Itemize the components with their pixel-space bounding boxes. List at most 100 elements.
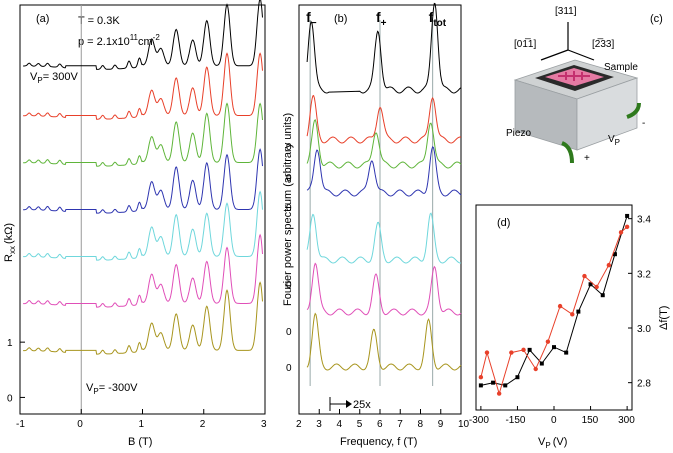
panel-d-point	[496, 391, 502, 396]
panel-d-point	[625, 213, 630, 218]
plus-label: +	[584, 153, 590, 164]
panel-b-xlabel: Frequency, f (T)	[340, 436, 417, 448]
panel-d-point	[564, 350, 569, 355]
panel-b-label: (b)	[334, 13, 347, 25]
panel-b-peak-labels: f− f+ ftot	[306, 9, 447, 29]
panel-a-temperature: T = 0.3K	[78, 15, 120, 27]
panel-b-zero-label: 0	[286, 203, 292, 214]
panel-d-frame	[475, 204, 633, 411]
panel-d-point	[478, 383, 483, 388]
panel-b-xtick-label: 5	[357, 419, 363, 430]
panel-b-trace	[306, 119, 462, 169]
panel-b-zero-label: 0	[286, 173, 292, 184]
panel-a-bottom-voltage: VP= -300V	[86, 382, 138, 396]
panel-d-point	[594, 284, 599, 290]
panel-a-xtick-label: 1	[139, 419, 145, 430]
panel-a-xtick-label: 3	[261, 419, 267, 430]
panel-b-xtick-label: 3	[316, 419, 322, 430]
panel-d-point	[576, 309, 581, 314]
panel-d-point	[612, 252, 617, 257]
panel-b-scale-note: 25x	[329, 397, 371, 411]
panel-a-xtick-label: 2	[200, 419, 206, 430]
panel-d-point	[545, 339, 551, 344]
panel-b-trace	[306, 312, 462, 371]
panel-b-trace	[306, 262, 462, 316]
panel-d-point	[557, 303, 563, 309]
panel-c-label: (c)	[650, 13, 663, 25]
panel-a-xlabel: B (T)	[128, 436, 152, 448]
panel-c-diagram: (c) [311] [01̅1] [2̅33] Sample Piezo VP …	[506, 6, 663, 164]
panel-d-ylabel: Δf(T)	[658, 306, 670, 330]
panel-b-ylabel: Fourier power spectrum (arbitrary units)	[282, 113, 294, 306]
panel-a-trace	[23, 148, 263, 214]
panel-a-ytick-label: 0	[7, 393, 13, 404]
panel-d-point	[582, 273, 587, 279]
panel-a-chart: (a) T = 0.3K p = 2.1x1011cm-2 VP= 300V V…	[3, 0, 267, 448]
panel-d-point	[515, 375, 520, 380]
panel-b-xtick-label: 9	[438, 419, 444, 430]
panel-b-xtick-label: 8	[418, 419, 424, 430]
panel-d-xtick-label: -300	[469, 415, 489, 426]
wire-plus	[561, 141, 574, 164]
panel-a-top-voltage: VP= 300V	[30, 71, 79, 85]
minus-label: -	[642, 118, 645, 129]
panel-d-point	[618, 230, 624, 235]
panel-b-xtick-label: 4	[337, 419, 343, 430]
panel-d-point	[478, 375, 484, 380]
panel-b-peak-label: f−	[306, 9, 317, 29]
panel-a-trace	[23, 190, 263, 261]
panel-a-trace	[23, 52, 263, 120]
sample-label: Sample	[604, 62, 638, 73]
panel-d-xlabel: VP (V)	[538, 436, 567, 450]
piezo-right-face	[576, 77, 638, 151]
panel-b-trace	[306, 94, 462, 144]
wire-minus	[626, 102, 641, 119]
panel-d-point	[600, 293, 605, 298]
panel-a-trace	[23, 281, 263, 355]
panel-d-ytick-label: 3.4	[637, 215, 651, 226]
panel-d-point	[527, 347, 532, 352]
panel-d-xtick-label: 300	[618, 415, 635, 426]
panel-a-ticks: -1 0 1 2 3 0 1	[7, 338, 267, 430]
panel-b-zero-label: 0	[286, 363, 292, 374]
axis-011-line	[540, 49, 569, 61]
panel-d-chart: (d) -300 -150 0 150 300 2.8 3.0 3.2 3.4 VP (V) Δf…	[469, 204, 670, 450]
panel-d-point	[552, 345, 556, 350]
panel-b-zero-label: 0	[286, 142, 292, 153]
panel-a-ytick-label: 1	[7, 338, 13, 349]
panel-b-trace	[306, 146, 462, 197]
panel-b-zero-label: 0	[286, 280, 292, 291]
panel-b-zero-labels: 0 0 0 0 0 0	[286, 142, 292, 374]
panel-a-trace	[23, 102, 263, 167]
axis-233-label: [2̅33]	[592, 38, 614, 50]
panel-d-xtick-label: 0	[551, 415, 557, 426]
panel-d-label: (d)	[497, 217, 510, 229]
hallbar-pattern	[558, 71, 590, 81]
panel-b-ticks: 2 3 4 5 6 7 8 9 10	[296, 409, 470, 430]
piezo-label: Piezo	[506, 128, 531, 139]
panel-b-xtick-label: 2	[296, 419, 302, 430]
panel-b-zero-label: 0	[286, 327, 292, 338]
panel-b-peak-label: f+	[376, 9, 387, 29]
panel-a-trace	[23, 0, 263, 70]
panel-d-series-line	[480, 215, 628, 386]
panel-a-label: (a)	[36, 13, 49, 25]
panel-d-ticks: -300 -150 0 150 300 2.8 3.0 3.2 3.4	[469, 215, 651, 426]
panel-b-trace	[306, 212, 461, 264]
panel-b-xtick-label: 6	[377, 419, 383, 430]
panel-d-point	[509, 350, 514, 355]
panel-d-point	[570, 312, 575, 317]
panel-a-xtick-label: 0	[77, 419, 83, 430]
panel-b-xtick-label: 7	[397, 419, 403, 430]
axis-311-label: [311]	[555, 6, 577, 17]
panel-d-point	[521, 347, 526, 353]
axis-011-label: [01̅1]	[514, 38, 536, 50]
panel-d-series-line	[480, 226, 628, 396]
panel-d-xtick-label: 150	[582, 415, 599, 426]
axis-233-line	[567, 49, 595, 61]
panel-d-point	[539, 361, 544, 366]
panel-a-ylabel: Rxx(kΩ)	[3, 223, 17, 262]
scale-note-text: 25x	[353, 399, 371, 411]
panel-d-point	[491, 380, 496, 385]
panel-b-xtick-label: 10	[458, 419, 470, 430]
